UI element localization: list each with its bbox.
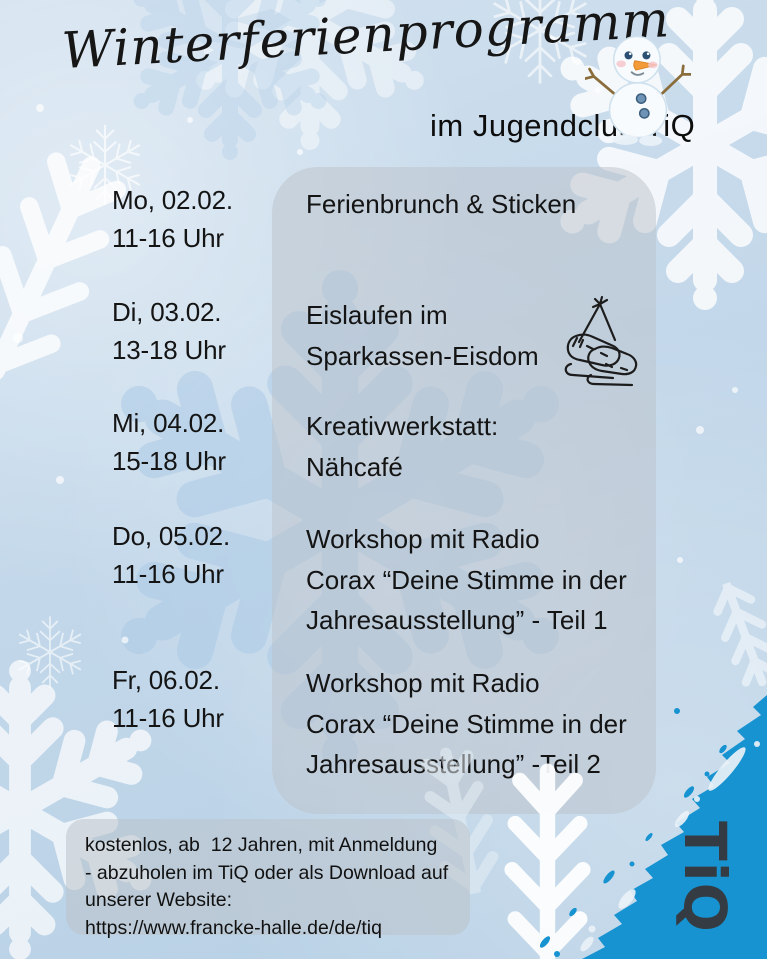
event-time: 11-16 Uhr [112, 703, 224, 733]
event-time: 11-16 Uhr [112, 223, 224, 253]
white-streaks [580, 741, 760, 952]
event-time: 11-16 Uhr [112, 559, 224, 589]
brush-specks [539, 708, 727, 957]
tiq-logo: TiQ [671, 821, 739, 933]
event-date: Do, 05.02. [112, 521, 230, 551]
activity-line: Ferienbrunch & Sticken [306, 189, 577, 219]
event-date-block: Do, 05.02. 11-16 Uhr [112, 517, 287, 593]
footer-line: kostenlos, ab 12 Jahren, mit Anmeldung [85, 834, 438, 856]
activity-line: Nähcafé [306, 451, 403, 482]
footer-line: unserer Website: [85, 889, 233, 911]
event-activity-block: Ferienbrunch & Sticken [306, 184, 661, 225]
website-url: https://www.francke-halle.de/de/tiq [85, 916, 382, 939]
event-date-block: Mo, 02.02. 11-16 Uhr [112, 181, 287, 257]
event-activity-block: Workshop mit Radio Corax “Deine Stimme i… [306, 519, 661, 641]
event-activity-block: Eislaufen im Sparkassen-Eisdom [306, 295, 661, 376]
activity-line: Kreativwerkstatt: [306, 411, 499, 441]
footer-info-box: kostenlos, ab 12 Jahren, mit Anmeldung -… [66, 819, 470, 939]
activity-line: Corax “Deine Stimme in der [306, 708, 627, 739]
ice-skates-icon [564, 295, 638, 387]
event-activity-block: Kreativwerkstatt: Nähcafé [306, 406, 661, 487]
poster-title: Winterferienprogramm [60, 0, 672, 80]
activity-line: Sparkassen-Eisdom [306, 340, 539, 371]
activity-line: Jahresausstellung” - Teil 1 [306, 605, 608, 635]
event-date: Mo, 02.02. [112, 185, 233, 215]
event-time: 13-18 Uhr [112, 335, 226, 365]
activity-line: Workshop mit Radio [306, 524, 540, 554]
event-date-block: Di, 03.02. 13-18 Uhr [112, 293, 287, 369]
event-time: 15-18 Uhr [112, 446, 226, 476]
ice-skates-illustration [543, 294, 653, 394]
snowman-icon [583, 35, 693, 146]
event-date-block: Mi, 04.02. 15-18 Uhr [112, 404, 287, 480]
event-date: Fr, 06.02. [112, 665, 220, 695]
frosted-panel [272, 167, 656, 814]
event-date: Mi, 04.02. [112, 408, 225, 438]
footer-line: - abzuholen im TiQ oder als Download auf [85, 861, 449, 884]
blue-corner-brush [427, 649, 767, 959]
activity-line: Corax “Deine Stimme in der [306, 564, 627, 595]
snowflake-icon [10, 612, 90, 692]
activity-line: Eislaufen im [306, 300, 448, 330]
brush-triangle [539, 695, 767, 959]
snowman-illustration [583, 28, 693, 146]
event-date: Di, 03.02. [112, 297, 222, 327]
activity-line: Workshop mit Radio [306, 668, 540, 698]
event-date-block: Fr, 06.02. 11-16 Uhr [112, 661, 287, 737]
